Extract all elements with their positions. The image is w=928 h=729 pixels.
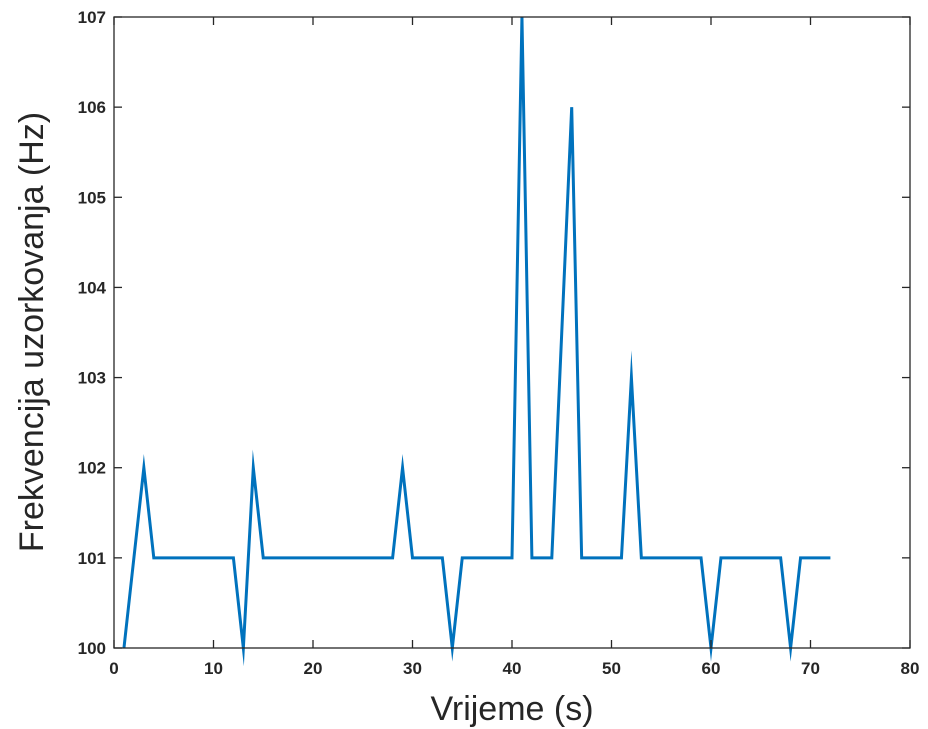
x-axis-label: Vrijeme (s) (430, 690, 593, 728)
x-tick-label: 20 (304, 659, 323, 678)
y-tick-label: 102 (78, 459, 106, 478)
x-tick-label: 40 (503, 659, 522, 678)
y-axis-label: Frekvencija uzorkovanja (Hz) (13, 112, 51, 552)
y-tick-label: 107 (78, 8, 106, 27)
x-tick-label: 60 (702, 659, 721, 678)
y-tick-label: 105 (78, 188, 106, 207)
x-tick-label: 30 (403, 659, 422, 678)
x-tick-label: 70 (801, 659, 820, 678)
y-tick-label: 104 (78, 278, 107, 297)
x-tick-label: 0 (109, 659, 118, 678)
x-axis-ticks: 0 10 20 30 40 50 60 70 80 (109, 17, 919, 678)
y-tick-label: 100 (78, 639, 106, 658)
y-tick-label: 103 (78, 369, 106, 388)
y-axis-ticks: 100 101 102 103 104 105 106 107 (78, 8, 910, 658)
y-tick-label: 101 (78, 549, 106, 568)
y-tick-label: 106 (78, 98, 106, 117)
x-tick-label: 80 (901, 659, 920, 678)
x-tick-label: 10 (204, 659, 223, 678)
x-tick-label: 50 (602, 659, 621, 678)
